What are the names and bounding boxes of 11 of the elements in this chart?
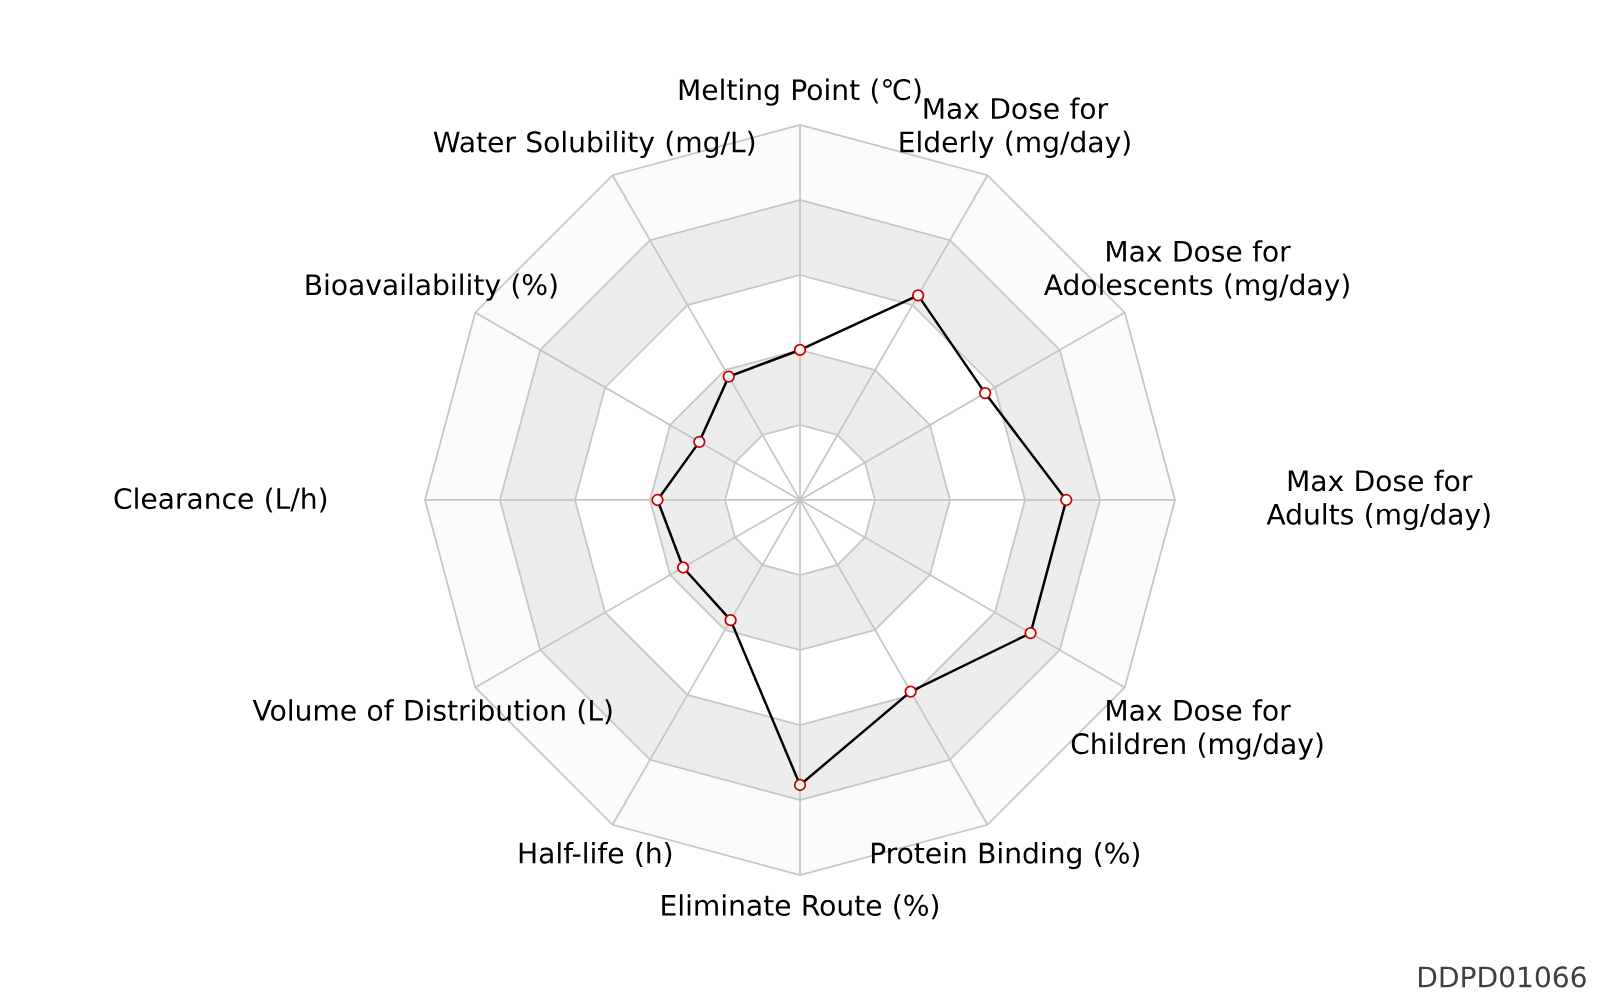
spoke-label: Protein Binding (%) <box>871 841 1139 870</box>
spoke-label: Max Dose for Adolescents (mg/day) <box>1044 240 1349 301</box>
spoke-label: Half-life (h) <box>519 841 672 868</box>
spoke-label: Max Dose for Adults (mg/day) <box>1266 469 1490 531</box>
spoke-label: Eliminate Route (%) <box>662 894 939 920</box>
text: DDPD01066 <box>1419 966 1586 988</box>
spoke-label: Volume of Distribution (L) <box>252 699 612 725</box>
spoke-label: Clearance (L/h) <box>114 487 327 513</box>
spoke-label: Max Dose for Children (mg/day) <box>1071 699 1323 760</box>
spoke-label: Bioavailability (%) <box>306 273 557 301</box>
spoke-label: Water Solubility (mg/L) <box>433 130 755 158</box>
